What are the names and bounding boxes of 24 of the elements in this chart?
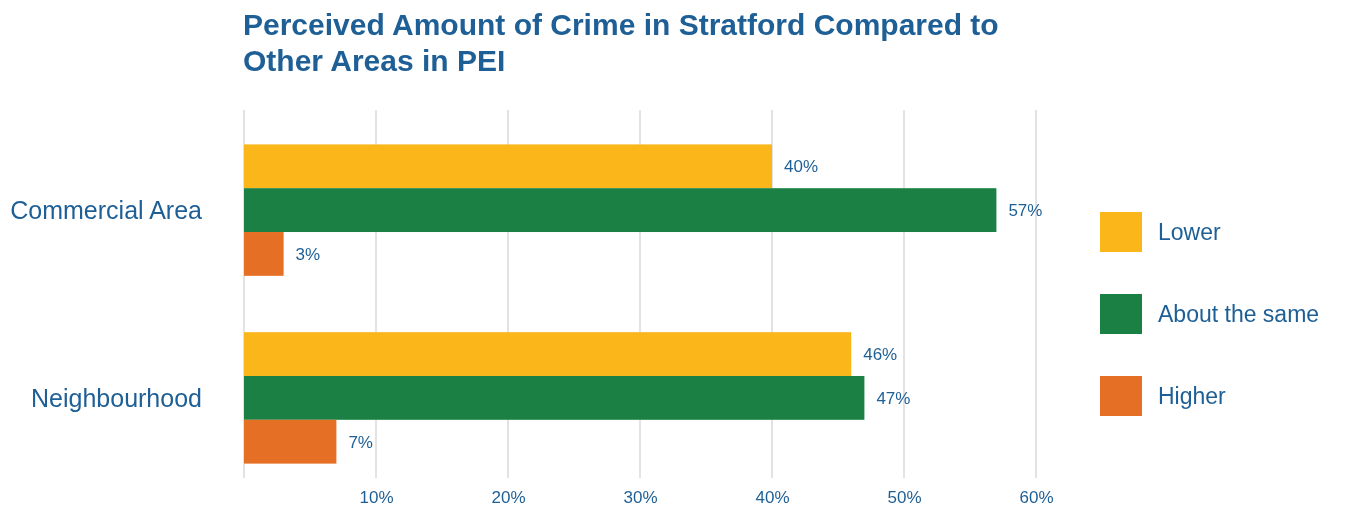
- legend-label: About the same: [1158, 301, 1320, 328]
- data-label: 57%: [1008, 201, 1043, 221]
- data-label: 47%: [876, 388, 911, 408]
- bar: [244, 419, 337, 464]
- legend-label: Higher: [1158, 383, 1227, 410]
- x-tick-label: 10%: [359, 488, 394, 508]
- bar: [244, 232, 284, 276]
- data-label: 7%: [348, 432, 373, 452]
- bar: [244, 144, 772, 189]
- bar: [244, 188, 997, 233]
- data-label: 46%: [863, 345, 898, 365]
- data-label: 3%: [295, 244, 321, 264]
- legend-label: Lower: [1158, 219, 1221, 246]
- y-tick-label: Neighbourhood: [31, 383, 202, 412]
- x-tick-label: 40%: [755, 488, 790, 508]
- x-tick-label: 30%: [623, 488, 658, 508]
- y-tick-label: Commercial Area: [10, 195, 203, 224]
- bar: [244, 375, 865, 420]
- chart-title: Perceived Amount of Crime in Stratford Compared to Other Areas in PEI: [243, 8, 999, 77]
- bar: [244, 332, 852, 376]
- x-tick-label: 20%: [491, 488, 526, 508]
- x-tick-label: 50%: [887, 488, 922, 508]
- data-label: 40%: [784, 157, 819, 177]
- x-tick-label: 60%: [1019, 488, 1054, 508]
